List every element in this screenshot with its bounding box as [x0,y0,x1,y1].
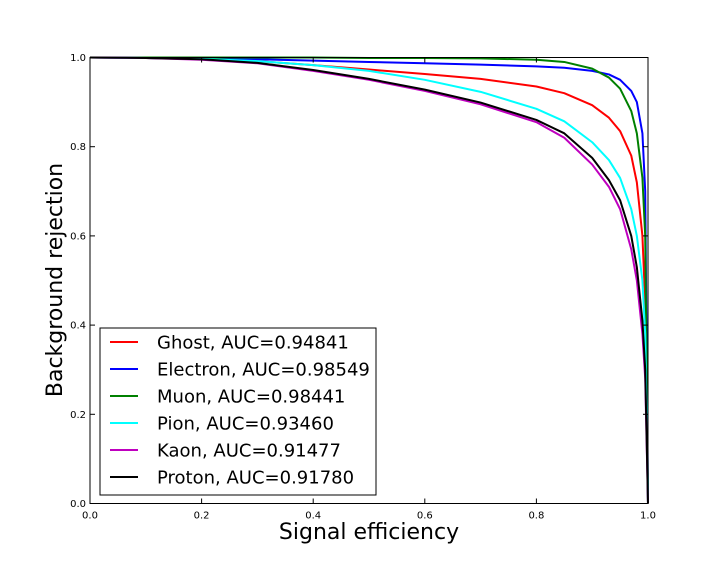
plot-frame [89,57,649,504]
x-axis: 0.0 0.2 0.4 0.6 0.8 1.0 [82,57,656,522]
legend-label-4: Kaon, AUC=0.91477 [157,441,341,462]
x-tick-label: 0.8 [528,511,544,522]
x-axis-label: Signal efficiency [279,520,459,545]
y-tick-label: 0.6 [70,231,86,242]
legend-label-1: Electron, AUC=0.98549 [157,360,370,381]
y-tick-label: 0.2 [70,410,86,421]
x-tick-label: 0.2 [194,511,210,522]
x-tick-label: 0.0 [82,511,98,522]
y-tick-label: 0.8 [70,142,86,153]
legend: Ghost, AUC=0.94841 Electron, AUC=0.98549 M… [99,327,377,496]
y-tick-label: 0.0 [70,499,86,510]
legend-label-0: Ghost, AUC=0.94841 [157,333,349,354]
legend-label-2: Muon, AUC=0.98441 [157,387,345,408]
y-tick-label: 0.4 [70,321,86,332]
y-tick-label: 1.0 [70,53,86,64]
legend-box [99,327,377,496]
y-axis: 0.0 0.2 0.4 0.6 0.8 1.0 [70,53,648,510]
x-tick-label: 1.0 [640,511,656,522]
y-axis-label: Background rejection [43,163,68,397]
series-line-3 [89,56,649,504]
legend-label-5: Proton, AUC=0.91780 [157,468,354,489]
x-tick-label: 0.6 [417,511,433,522]
series-line-5 [89,56,649,504]
series-line-1 [89,56,649,504]
legend-label-3: Pion, AUC=0.93460 [157,414,334,435]
x-tick-label: 0.4 [305,511,321,522]
